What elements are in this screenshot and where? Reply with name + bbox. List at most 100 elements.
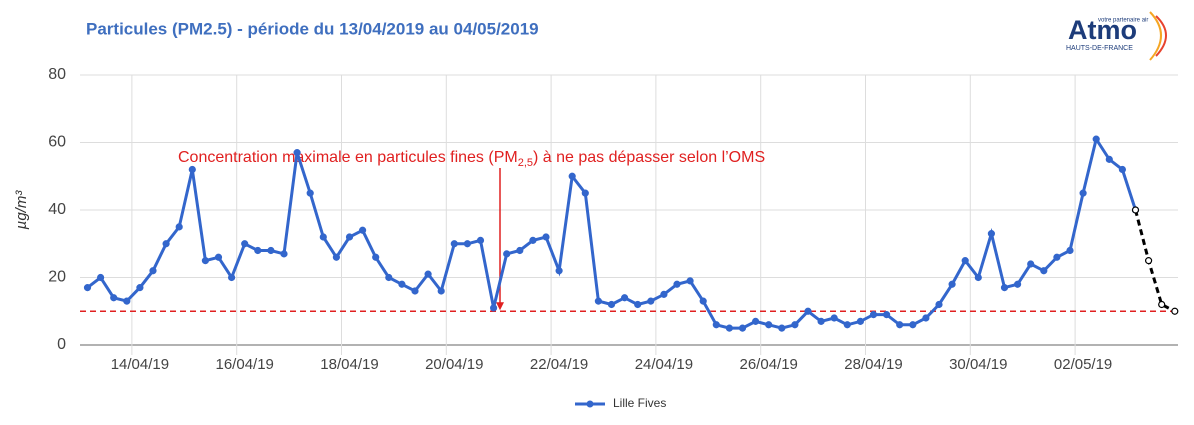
data-point [175,223,183,231]
data-point [1171,307,1179,315]
data-line [1134,209,1176,313]
data-point [1066,246,1074,255]
data-point [463,240,471,248]
data-point [162,240,170,248]
y-tick-label: 80 [48,66,66,83]
data-point [791,321,799,329]
data-point [201,257,209,265]
y-tick-label: 20 [48,269,66,286]
data-point [948,280,956,288]
data-point [712,321,720,329]
data-point [751,317,760,325]
data-point [922,314,930,322]
data-line [86,135,1137,330]
data-point [607,300,616,309]
data-point [581,189,589,197]
data-point [83,284,92,292]
data-point [686,277,694,285]
data-point [490,304,498,312]
data-point [110,294,118,302]
data-point [516,246,524,255]
data-point [634,300,642,309]
data-point [529,236,537,244]
data-point [503,250,511,258]
x-tick-label: 30/04/19 [949,356,1007,373]
logo-region: HAUTS-DE-FRANCE [1066,45,1133,52]
chart-title: Particules (PM2.5) - période du 13/04/20… [86,19,539,38]
data-point [1131,206,1140,214]
x-tick-label: 14/04/19 [111,356,169,373]
y-axis-label: µg/m³ [13,190,30,230]
data-point [882,311,891,319]
data-point [241,240,249,248]
data-point [1053,253,1061,261]
x-tick-label: 02/05/19 [1054,356,1112,373]
y-tick-label: 40 [48,201,66,218]
data-point [372,253,380,261]
data-point [830,314,838,322]
data-point [647,297,655,305]
legend-swatch-dot [586,400,594,408]
data-point [476,236,485,244]
logo-arc [1149,11,1162,61]
logo-name: Atmo [1068,15,1137,45]
data-point [96,273,105,282]
data-point [306,189,314,197]
x-tick-label: 28/04/19 [844,356,902,373]
data-point [542,233,550,241]
data-point [214,253,223,261]
data-point [987,230,996,238]
data-point [345,233,354,241]
data-point [136,284,144,292]
data-point [1118,165,1127,174]
data-point [869,311,878,319]
x-tick-label: 16/04/19 [216,356,274,373]
data-point [804,307,812,315]
data-point [974,273,982,282]
data-point [293,149,301,157]
data-point [673,280,681,288]
data-point [843,321,851,329]
data-point [738,324,747,332]
data-point [267,246,275,255]
data-point [398,280,406,288]
data-point [188,165,196,174]
data-point [909,321,917,329]
data-point [1158,300,1166,309]
data-point [450,240,458,248]
data-point [1013,280,1022,288]
data-point [555,267,563,275]
data-point [1040,267,1048,275]
data-point [437,287,445,295]
y-tick-label: 0 [57,336,66,353]
data-point [228,273,236,282]
data-point [594,297,603,305]
data-point [149,267,157,275]
data-point [385,273,393,282]
x-tick-label: 26/04/19 [740,356,798,373]
threshold-label-part: 2,5 [518,157,533,169]
data-point [1027,260,1035,268]
annotation-arrowhead [496,302,504,311]
data-point [123,297,131,305]
threshold-label-part: ) à ne pas dépasser selon l’OMS [533,149,765,166]
data-point [1105,155,1113,163]
logo-arc [1155,15,1167,57]
y-tick-label: 60 [48,134,66,151]
data-point [254,246,262,255]
x-tick-label: 20/04/19 [425,356,483,373]
x-tick-label: 24/04/19 [635,356,693,373]
data-point [424,270,432,278]
x-tick-label: 18/04/19 [320,356,378,373]
data-point [620,294,629,302]
threshold-label: Concentration maximale en particules fin… [178,149,765,169]
data-point [725,324,734,332]
x-tick-label: 22/04/19 [530,356,588,373]
data-point [765,321,773,329]
data-point [778,324,786,332]
legend-label: Lille Fives [613,396,666,410]
data-point [568,172,576,180]
data-point [961,257,969,265]
data-point [332,253,340,261]
threshold-label-part: Concentration maximale en particules fin… [178,149,518,166]
